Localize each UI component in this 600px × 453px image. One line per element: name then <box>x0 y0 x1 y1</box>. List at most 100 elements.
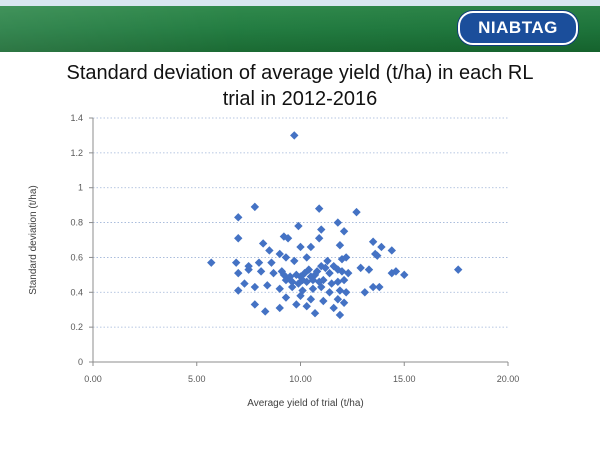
data-point <box>306 295 316 304</box>
data-point <box>335 241 345 250</box>
y-tick-label: 1.2 <box>70 148 83 158</box>
data-point <box>281 293 291 302</box>
data-point <box>317 225 326 234</box>
data-point <box>302 253 311 262</box>
x-axis-tick-labels: 0.00 5.00 10.00 15.00 20.00 <box>84 374 519 384</box>
data-point <box>288 277 297 287</box>
y-tick-label: 0.8 <box>70 218 83 228</box>
x-tick-label: 5.00 <box>188 374 206 384</box>
data-point <box>288 282 297 292</box>
data-point <box>306 242 316 252</box>
data-point <box>368 282 378 292</box>
data-point <box>344 268 353 278</box>
data-point <box>356 263 365 273</box>
data-point <box>256 267 266 276</box>
data-point <box>281 253 291 262</box>
data-point <box>234 286 243 295</box>
y-axis-title: Standard deviation (t/ha) <box>28 185 39 295</box>
scatter-chart: 0 0.2 0.4 0.6 0.8 1 1.2 1.4 0.00 5.00 10.00 15.00 2… <box>28 113 519 409</box>
axes <box>89 117 509 366</box>
data-point <box>254 258 264 267</box>
y-axis-tick-labels: 0 0.2 0.4 0.6 0.8 1 1.2 1.4 <box>70 113 83 367</box>
data-point <box>269 268 278 278</box>
y-tick-label: 1 <box>78 183 83 193</box>
data-point <box>308 275 318 285</box>
data-point <box>371 249 380 259</box>
data-point <box>290 256 299 266</box>
data-point <box>302 302 311 311</box>
data-point <box>308 284 318 293</box>
data-point <box>279 232 289 241</box>
data-point <box>323 256 332 266</box>
data-point <box>310 309 320 318</box>
data-point <box>207 258 216 267</box>
data-point <box>302 277 311 287</box>
data-point <box>327 279 336 288</box>
data-point <box>364 265 374 274</box>
data-point <box>275 284 284 293</box>
data-point <box>319 296 328 306</box>
x-tick-label: 15.00 <box>393 374 416 384</box>
data-point <box>250 202 260 212</box>
data-points <box>207 131 463 320</box>
data-point <box>317 282 326 292</box>
data-point <box>339 298 349 307</box>
x-tick-label: 0.00 <box>84 374 102 384</box>
data-point <box>234 213 243 222</box>
data-point <box>240 279 249 288</box>
data-point <box>258 239 268 248</box>
header-top-stripe <box>0 0 600 6</box>
y-tick-label: 0 <box>78 357 83 367</box>
data-point <box>292 300 301 309</box>
data-point <box>352 207 361 217</box>
data-point <box>281 275 291 285</box>
chart-title-line-1: Standard deviation of average yield (t/h… <box>66 62 534 84</box>
y-tick-label: 0.6 <box>70 252 83 262</box>
data-point <box>265 246 274 255</box>
data-point <box>325 288 334 297</box>
data-point <box>290 131 299 140</box>
y-tick-label: 0.4 <box>70 287 83 297</box>
data-point <box>263 281 272 290</box>
data-point <box>454 265 463 274</box>
data-point <box>275 249 284 259</box>
data-point <box>329 303 338 313</box>
niabtag-logo: NIABTAG <box>458 11 578 45</box>
data-point <box>387 246 396 255</box>
data-point <box>231 258 241 267</box>
data-point <box>314 204 324 213</box>
data-point <box>335 286 345 295</box>
data-point <box>368 237 378 246</box>
data-point <box>333 218 343 227</box>
data-point <box>333 277 343 287</box>
data-point <box>261 307 270 316</box>
data-point <box>283 234 293 243</box>
data-point <box>319 275 328 285</box>
data-point <box>339 227 349 236</box>
data-point <box>296 291 305 300</box>
x-tick-label: 10.00 <box>289 374 312 384</box>
data-point <box>234 234 243 243</box>
chart-title-line-2: trial in 2012-2016 <box>222 88 378 110</box>
data-point <box>360 288 370 297</box>
data-point <box>400 270 409 280</box>
data-point <box>275 303 284 313</box>
data-point <box>267 258 276 267</box>
data-point <box>250 300 260 309</box>
data-point <box>341 253 351 262</box>
data-point <box>333 295 343 304</box>
data-point <box>294 221 303 231</box>
data-point <box>375 282 384 292</box>
data-point <box>377 242 386 252</box>
y-tick-label: 1.4 <box>70 113 83 123</box>
data-point <box>234 268 243 278</box>
chart-title: Standard deviation of average yield (t/h… <box>0 60 600 112</box>
data-point <box>339 275 349 285</box>
x-tick-label: 20.00 <box>497 374 520 384</box>
data-point <box>296 242 305 252</box>
data-point <box>335 310 345 320</box>
data-point <box>341 288 351 297</box>
data-point <box>250 282 260 292</box>
y-tick-label: 0.2 <box>70 322 83 332</box>
x-axis-title: Average yield of trial (t/ha) <box>247 398 364 409</box>
